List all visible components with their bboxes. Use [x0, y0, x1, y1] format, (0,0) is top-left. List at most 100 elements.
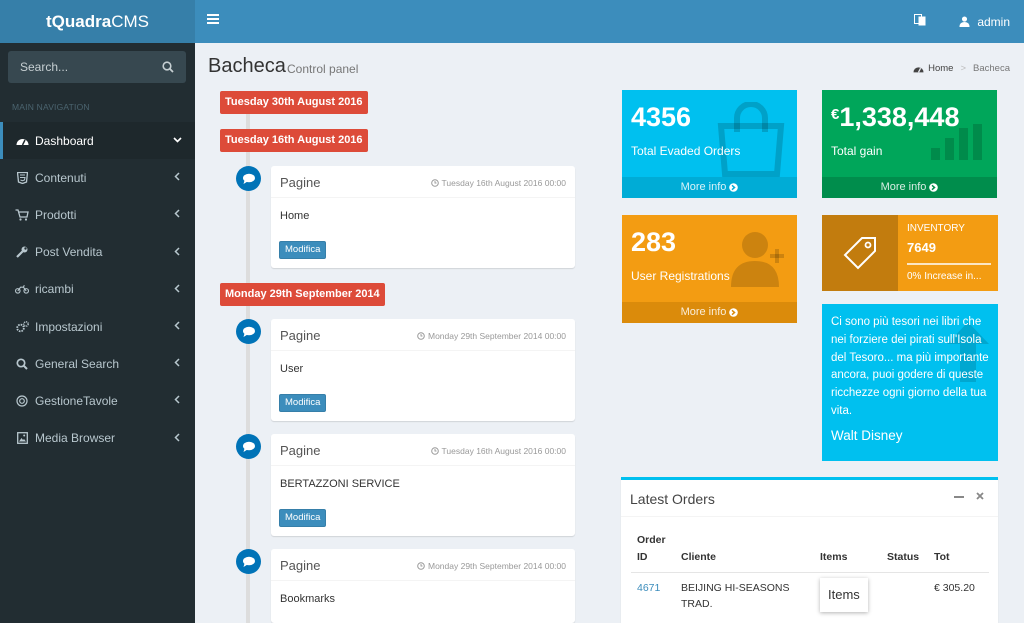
status-cell [881, 573, 928, 620]
timeline-item-title: Pagine [280, 328, 321, 343]
modifica-button[interactable]: Modifica [279, 509, 327, 527]
main-navigation: Dashboard Contenuti Prodotti Post Vendit… [0, 122, 195, 457]
gain-more-info-link[interactable]: More info [822, 177, 997, 198]
top-navbar: admin [195, 0, 1024, 43]
timeline-line [246, 110, 250, 623]
timeline-item-body: User [280, 363, 304, 375]
motorcycle-icon [15, 282, 29, 296]
timeline-item: Pagine Tuesday 16th August 2016 00:00 BE… [271, 434, 575, 536]
sidebar-item-label: GestioneTavole [35, 393, 118, 408]
timeline-item-body: BERTAZZONI SERVICE [280, 478, 400, 490]
timeline-date-label: Tuesday 16th August 2016 [220, 129, 368, 152]
timeline-item-title: Pagine [280, 443, 321, 458]
breadcrumb-current: Bacheca [973, 63, 1010, 74]
timeline-item-time-text: Monday 29th September 2014 00:00 [428, 331, 566, 341]
sidebar-item-post-vendita[interactable]: Post Vendita [0, 234, 195, 271]
sidebar-toggle-icon[interactable] [207, 14, 219, 28]
dashboard-icon [913, 66, 924, 73]
clock-icon [417, 562, 425, 570]
chevron-left-icon [174, 358, 180, 367]
bar-chart-icon [931, 124, 982, 160]
user-menu[interactable]: admin [959, 0, 1010, 43]
latest-orders-title: Latest Orders [630, 491, 715, 507]
dashboard-icon [15, 134, 29, 148]
timeline-item-header: Pagine Tuesday 16th August 2016 00:00 [271, 434, 575, 466]
arrow-circle-right-icon [729, 183, 739, 192]
sidebar-item-media-browser[interactable]: Media Browser [0, 420, 195, 457]
sidebar-item-label: Media Browser [35, 431, 116, 446]
sidebar-item-contenuti[interactable]: Contenuti [0, 159, 195, 196]
column-header-order-id: Order ID [631, 532, 675, 573]
sidebar-item-ricambi[interactable]: ricambi [0, 271, 195, 308]
user-icon [959, 16, 970, 27]
sidebar-item-prodotti[interactable]: Prodotti [0, 196, 195, 233]
shopping-bag-icon [717, 102, 785, 177]
column-header-status: Status [881, 532, 928, 573]
latest-orders-header: Latest Orders [621, 480, 998, 517]
chevron-left-icon [174, 284, 180, 293]
arrow-circle-right-icon [729, 308, 739, 317]
inventory-label: INVENTORY [907, 223, 965, 234]
sidebar-item-label: General Search [35, 356, 120, 371]
timeline-item-title: Pagine [280, 175, 321, 190]
cogs-icon [15, 320, 29, 334]
life-ring-icon [15, 394, 29, 408]
gain-amount: 1,338,448 [839, 102, 960, 132]
gain-stat-value: €1,338,448 [831, 102, 959, 133]
language-icon[interactable] [914, 14, 926, 26]
wrench-icon [15, 245, 29, 259]
timeline-item-time-text: Monday 29th September 2014 00:00 [428, 561, 566, 571]
sidebar-item-impostazioni[interactable]: Impostazioni [0, 308, 195, 345]
modifica-button[interactable]: Modifica [279, 241, 327, 259]
chevron-left-icon [174, 321, 180, 330]
quote-text: Ci sono più tesori nei libri che nei for… [831, 316, 989, 417]
gain-stat-label: Total gain [831, 144, 883, 158]
close-icon[interactable] [976, 492, 984, 500]
column-header-cliente: Cliente [675, 532, 814, 573]
image-icon [15, 431, 29, 445]
search-icon [15, 357, 29, 371]
sidebar-item-general-search[interactable]: General Search [0, 345, 195, 382]
breadcrumb-home[interactable]: Home [928, 63, 954, 74]
timeline-item-time-text: Tuesday 16th August 2016 00:00 [441, 178, 566, 188]
minimize-icon[interactable] [954, 495, 964, 499]
user-name: admin [977, 14, 1010, 29]
timeline-item-time: Monday 29th September 2014 00:00 [417, 561, 566, 571]
timeline-date-label: Tuesday 30th August 2016 [220, 91, 368, 114]
table-header-row: Order ID Cliente Items Status Tot [631, 532, 989, 573]
users-more-info-link[interactable]: More info [622, 302, 797, 323]
timeline-item-title: Pagine [280, 558, 321, 573]
breadcrumb: Home > Bacheca [913, 63, 1010, 74]
logo-rest: CMS [111, 12, 149, 31]
inventory-progress-bar [907, 263, 991, 265]
sidebar: MAIN NAVIGATION Dashboard Contenuti Prod… [0, 43, 195, 623]
latest-orders-box: Latest Orders Order ID Cliente Items Sta… [621, 477, 998, 623]
sidebar-item-label: Prodotti [35, 207, 77, 222]
users-stat-value: 283 [631, 227, 677, 257]
chevron-left-icon [174, 432, 180, 442]
page-title: Bacheca [208, 55, 286, 77]
chevron-left-icon [174, 209, 180, 218]
more-info-label: More info [680, 181, 727, 193]
users-stat-label: User Registrations [631, 269, 730, 283]
timeline-item-header: Pagine Monday 29th September 2014 00:00 [271, 319, 575, 351]
app-logo[interactable]: tQuadraCMS [0, 0, 195, 43]
order-id-link[interactable]: 4671 [637, 582, 661, 594]
search-input[interactable] [20, 60, 150, 74]
sidebar-item-dashboard[interactable]: Dashboard [0, 122, 195, 160]
orders-stat-label: Total Evaded Orders [631, 144, 741, 158]
column-header-items: Items [814, 532, 881, 573]
chevron-left-icon [174, 395, 180, 404]
modifica-button[interactable]: Modifica [279, 394, 327, 412]
order-id-cell: 4671 [631, 573, 675, 620]
orders-more-info-link[interactable]: More info [622, 177, 797, 198]
clock-icon [430, 447, 439, 455]
timeline-item-time: Tuesday 16th August 2016 00:00 [430, 178, 566, 188]
sidebar-item-label: Post Vendita [35, 245, 103, 260]
sidebar-item-gestione-tavole[interactable]: GestioneTavole [0, 382, 195, 419]
search-icon[interactable] [162, 61, 174, 73]
sidebar-item-label: Contenuti [35, 170, 87, 185]
orders-stat-box: 4356 Total Evaded Orders More info [622, 90, 797, 198]
chevron-left-icon [174, 172, 180, 181]
timeline-item-time-text: Tuesday 16th August 2016 00:00 [441, 446, 566, 456]
